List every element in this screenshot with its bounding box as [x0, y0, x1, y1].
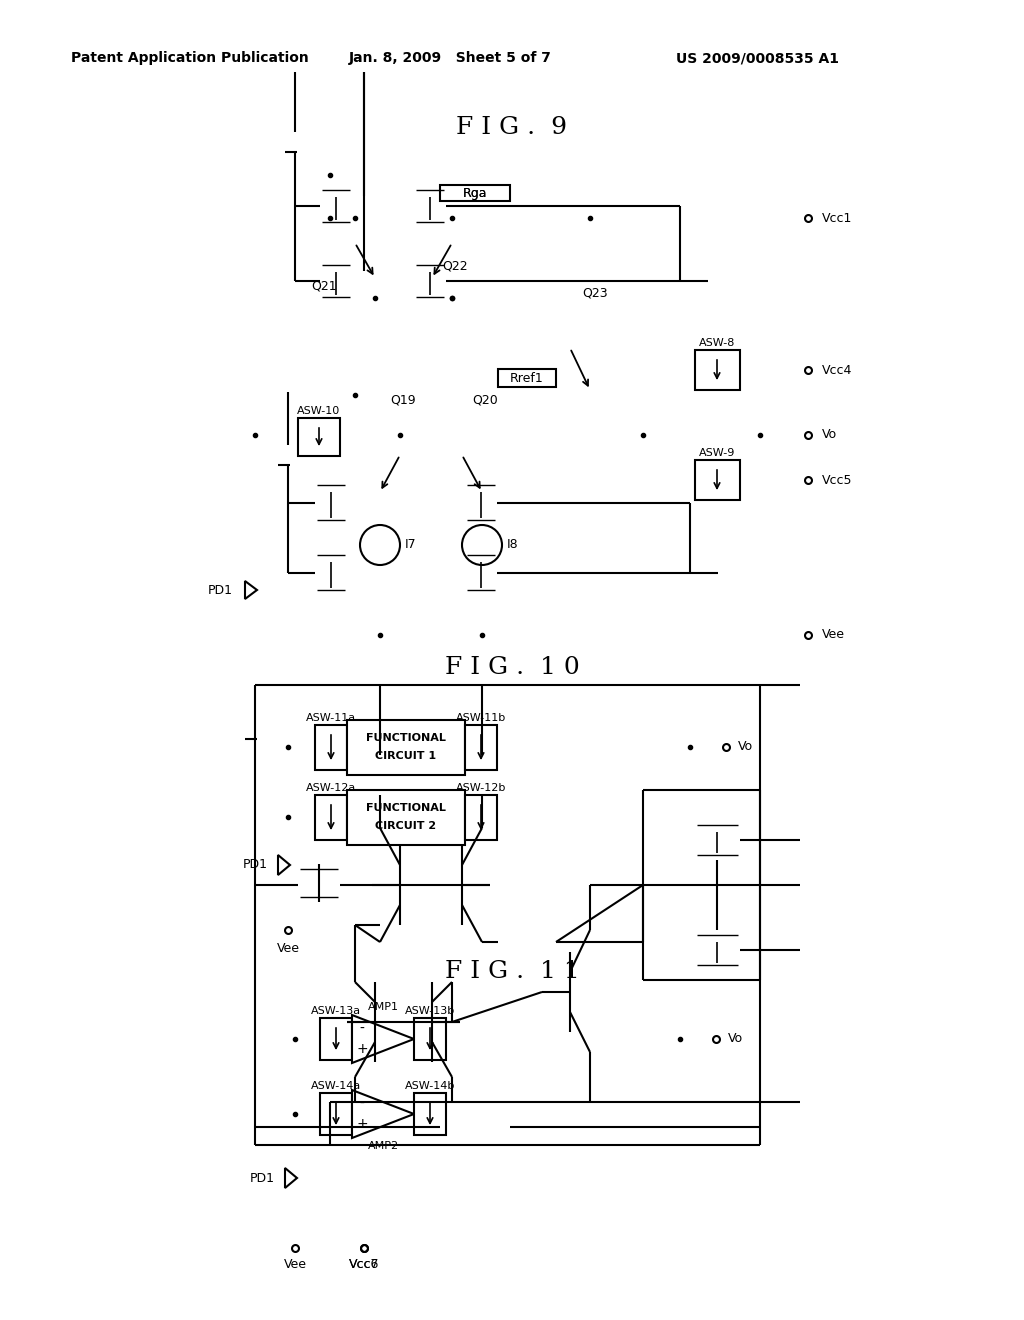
Text: Vee: Vee: [822, 628, 845, 642]
Text: PD1: PD1: [250, 1172, 275, 1184]
Text: CIRCUIT 1: CIRCUIT 1: [376, 751, 436, 762]
Text: -: -: [359, 1022, 365, 1036]
Text: +: +: [356, 1117, 368, 1131]
Text: ASW-8: ASW-8: [698, 338, 735, 348]
Bar: [414, 1018, 446, 1060]
Text: PD1: PD1: [243, 858, 268, 871]
Bar: [695, 459, 740, 500]
Text: Jan. 8, 2009   Sheet 5 of 7: Jan. 8, 2009 Sheet 5 of 7: [348, 51, 552, 65]
Text: ASW-12a: ASW-12a: [306, 783, 356, 793]
Text: Q22: Q22: [442, 260, 468, 272]
Text: Vo: Vo: [728, 1032, 743, 1045]
Bar: [319, 1018, 352, 1060]
Text: I7: I7: [406, 539, 417, 552]
Text: Vee: Vee: [276, 941, 299, 954]
Text: Q20: Q20: [472, 393, 498, 407]
Text: Vee: Vee: [284, 1258, 306, 1270]
Bar: [465, 795, 497, 840]
Polygon shape: [352, 1015, 414, 1063]
Text: Rref1: Rref1: [510, 371, 544, 384]
Text: F I G .  1 1: F I G . 1 1: [444, 961, 580, 983]
Text: Vcc1: Vcc1: [822, 211, 852, 224]
Bar: [298, 418, 340, 455]
Text: AMP2: AMP2: [368, 1140, 398, 1151]
Text: Rga: Rga: [463, 186, 487, 199]
Text: +: +: [356, 1041, 368, 1056]
Text: Vo: Vo: [738, 741, 753, 754]
Text: Patent Application Publication: Patent Application Publication: [71, 51, 309, 65]
Text: ASW-14a: ASW-14a: [311, 1081, 361, 1092]
Bar: [465, 725, 497, 770]
Text: FUNCTIONAL: FUNCTIONAL: [366, 803, 445, 813]
Text: Q23: Q23: [582, 286, 607, 300]
Text: ASW-14b: ASW-14b: [404, 1081, 456, 1092]
Bar: [498, 370, 556, 387]
Text: F I G .  1 0: F I G . 1 0: [444, 656, 580, 680]
Text: Vcc6: Vcc6: [349, 1258, 379, 1270]
Text: Q19: Q19: [390, 393, 416, 407]
Polygon shape: [352, 1090, 414, 1138]
Text: PD1: PD1: [208, 583, 233, 597]
Text: ASW-10: ASW-10: [297, 407, 341, 416]
Text: US 2009/0008535 A1: US 2009/0008535 A1: [677, 51, 840, 65]
Bar: [695, 350, 740, 389]
Text: Q21: Q21: [311, 280, 337, 293]
Text: ASW-13a: ASW-13a: [311, 1006, 361, 1016]
Text: Vcc4: Vcc4: [822, 363, 852, 376]
Text: CIRCUIT 2: CIRCUIT 2: [376, 821, 436, 832]
Text: I8: I8: [507, 539, 518, 552]
Text: F I G .  9: F I G . 9: [457, 116, 567, 140]
Text: Vcc7: Vcc7: [349, 1258, 379, 1270]
Bar: [347, 789, 465, 845]
Bar: [347, 719, 465, 775]
Text: AMP1: AMP1: [368, 1002, 398, 1012]
Text: -: -: [359, 1097, 365, 1111]
Text: ASW-11b: ASW-11b: [456, 713, 506, 723]
Bar: [315, 795, 347, 840]
Text: ASW-11a: ASW-11a: [306, 713, 356, 723]
Text: FUNCTIONAL: FUNCTIONAL: [366, 733, 445, 743]
Text: Vo: Vo: [822, 429, 838, 441]
Bar: [414, 1093, 446, 1135]
Text: Vcc5: Vcc5: [822, 474, 853, 487]
Bar: [440, 185, 510, 201]
Bar: [319, 1093, 352, 1135]
Text: ASW-13b: ASW-13b: [404, 1006, 455, 1016]
Text: ASW-9: ASW-9: [698, 447, 735, 458]
Bar: [315, 725, 347, 770]
Text: Rga: Rga: [463, 186, 487, 199]
Text: ASW-12b: ASW-12b: [456, 783, 506, 793]
